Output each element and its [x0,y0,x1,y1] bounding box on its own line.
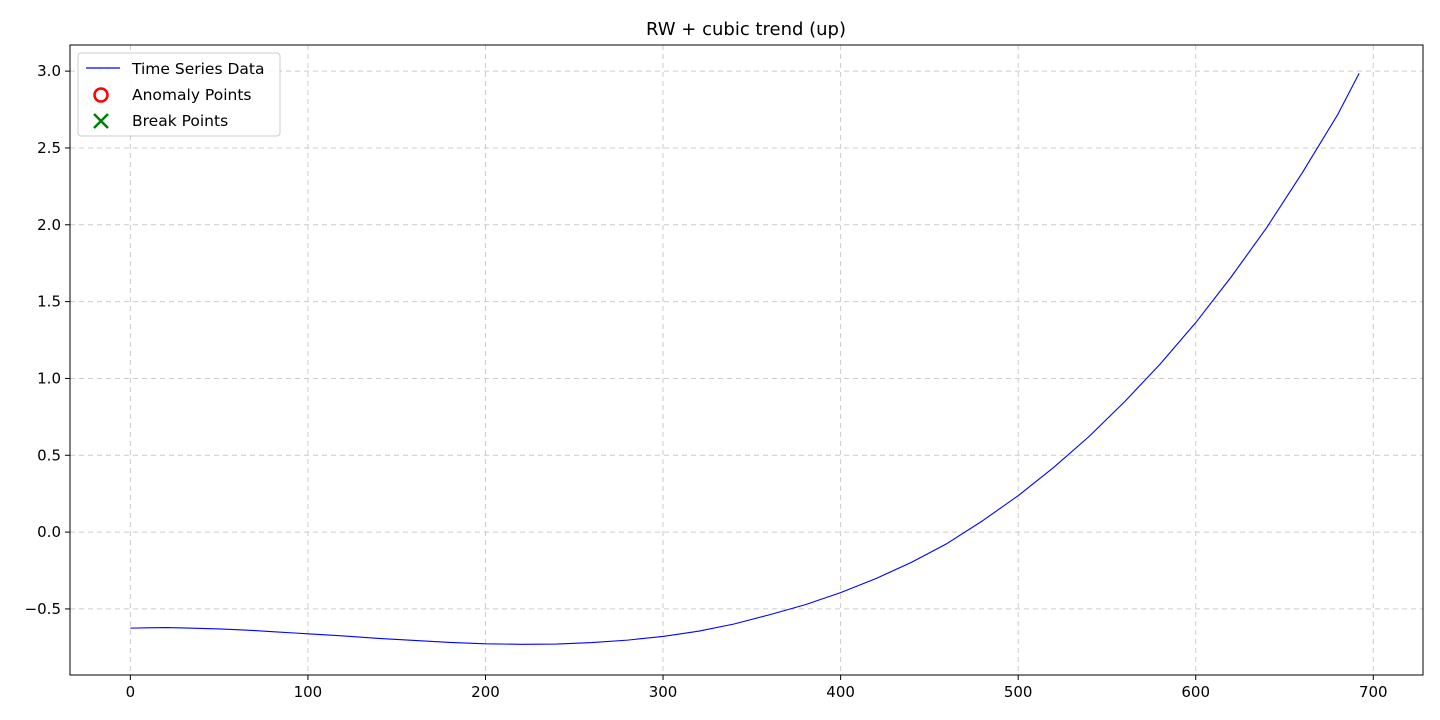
x-axis: 0 100 200 300 400 500 600 700 [126,675,1388,701]
anomaly-circle-icon [93,87,109,103]
x-tick-label: 600 [1181,683,1210,701]
y-tick-label: 1.0 [37,369,61,387]
x-tick-label: 200 [471,683,500,701]
x-tick-label: 300 [649,683,678,701]
y-tick-label: 2.0 [37,216,61,234]
y-tick-label: 3.0 [37,62,61,80]
y-tick-label: −0.5 [25,600,61,618]
plot-frame [69,44,1424,676]
y-tick-label: 0.0 [37,523,61,541]
break-x-icon [93,113,109,129]
y-axis: −0.5 0.0 0.5 1.0 1.5 2.0 2.5 3.0 [25,62,70,618]
series-line-time-series-data [130,73,1360,645]
x-tick-label: 100 [294,683,323,701]
legend-label-anomaly: Anomaly Points [132,86,251,104]
series-layer [130,73,1360,645]
x-tick-label: 0 [126,683,136,701]
legend: Time Series Data Anomaly Points Break Po… [77,52,281,137]
x-tick-label: 400 [826,683,855,701]
x-tick-label: 700 [1359,683,1388,701]
x-tick-label: 500 [1004,683,1033,701]
y-tick-label: 0.5 [37,446,61,464]
legend-label-series: Time Series Data [131,60,264,78]
grid [70,45,1423,675]
chart-title: RW + cubic trend (up) [646,19,846,40]
legend-box [77,52,281,137]
y-tick-label: 2.5 [37,139,61,157]
legend-label-break: Break Points [132,112,228,130]
y-tick-label: 1.5 [37,293,61,311]
